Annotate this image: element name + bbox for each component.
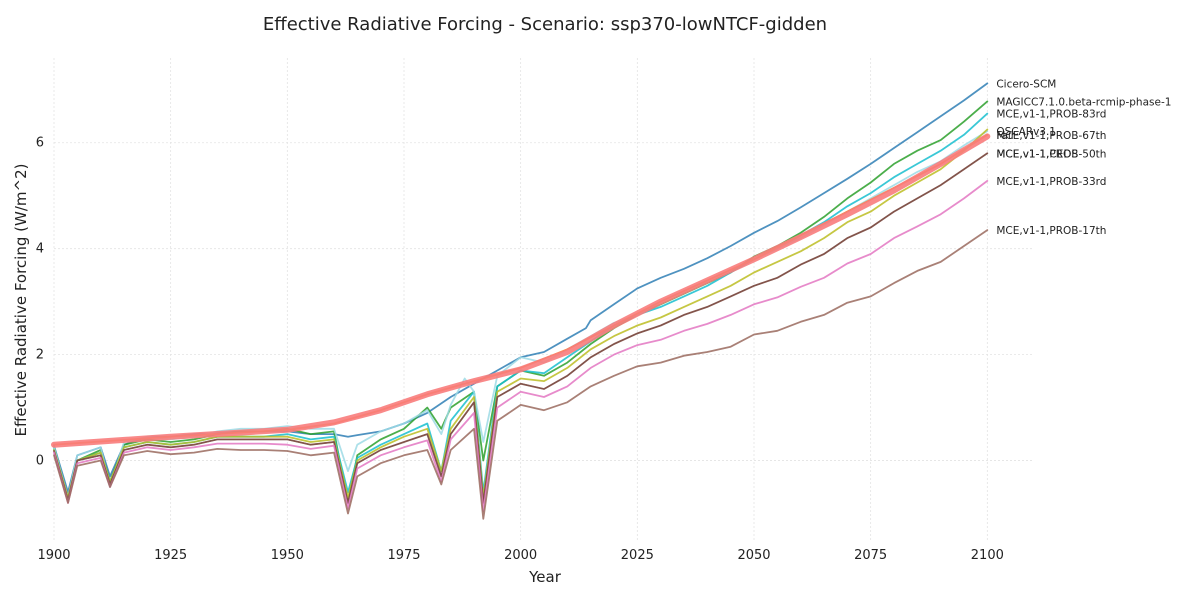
series-end-label: MCE,v1-1,PROB-67th	[996, 130, 1106, 142]
series-end-label: Fair	[996, 130, 1015, 142]
y-tick-label: 0	[36, 454, 44, 469]
x-tick-label: 1975	[387, 548, 420, 563]
series-line	[53, 100, 989, 504]
y-tick-label: 4	[36, 242, 44, 257]
y-tick-label: 6	[36, 136, 44, 151]
x-axis-label: Year	[528, 568, 562, 586]
x-tick-label: 2075	[854, 548, 887, 563]
x-axis-ticks: 1900 1925 1950 1975 2000 2025 2050 2075 2100	[37, 548, 1003, 563]
series-end-label: MCE,v1-1,PROB-83rd	[996, 109, 1106, 121]
series-end-label: MCE,v1-1,PROB-17th	[996, 225, 1106, 237]
series-end-labels: Cicero-SCM MAGICC7.1.0.beta-rcmip-phase-1…	[996, 78, 1171, 237]
y-tick-label: 2	[36, 348, 44, 363]
x-tick-label: 2050	[737, 548, 770, 563]
x-tick-label: 1950	[271, 548, 304, 563]
grid	[53, 58, 1034, 540]
x-tick-label: 2100	[971, 548, 1004, 563]
chart-title: Effective Radiative Forcing - Scenario: …	[263, 14, 827, 35]
series-end-label: OSCARv3.1	[996, 126, 1056, 138]
x-tick-label: 1900	[37, 548, 70, 563]
x-tick-label: 2025	[621, 548, 654, 563]
series-end-label: Cicero-SCM	[996, 78, 1056, 90]
series-end-label: MCE,v1-1,CEDS	[996, 148, 1078, 160]
x-tick-label: 1925	[154, 548, 187, 563]
series-lines	[51, 82, 991, 520]
series-end-label: MCE,v1-1,PROB-50th	[996, 148, 1106, 160]
series-line	[53, 229, 989, 520]
series-end-label: MAGICC7.1.0.beta-rcmip-phase-1	[996, 96, 1171, 108]
series-line	[51, 133, 991, 448]
y-axis-ticks: 0 2 4 6	[36, 136, 44, 469]
series-end-label: MCE,v1-1,PROB-33rd	[996, 176, 1106, 188]
y-axis-label: Effective Radiative Forcing (W/m^2)	[12, 164, 30, 437]
series-line	[53, 180, 989, 512]
x-tick-label: 2000	[504, 548, 537, 563]
